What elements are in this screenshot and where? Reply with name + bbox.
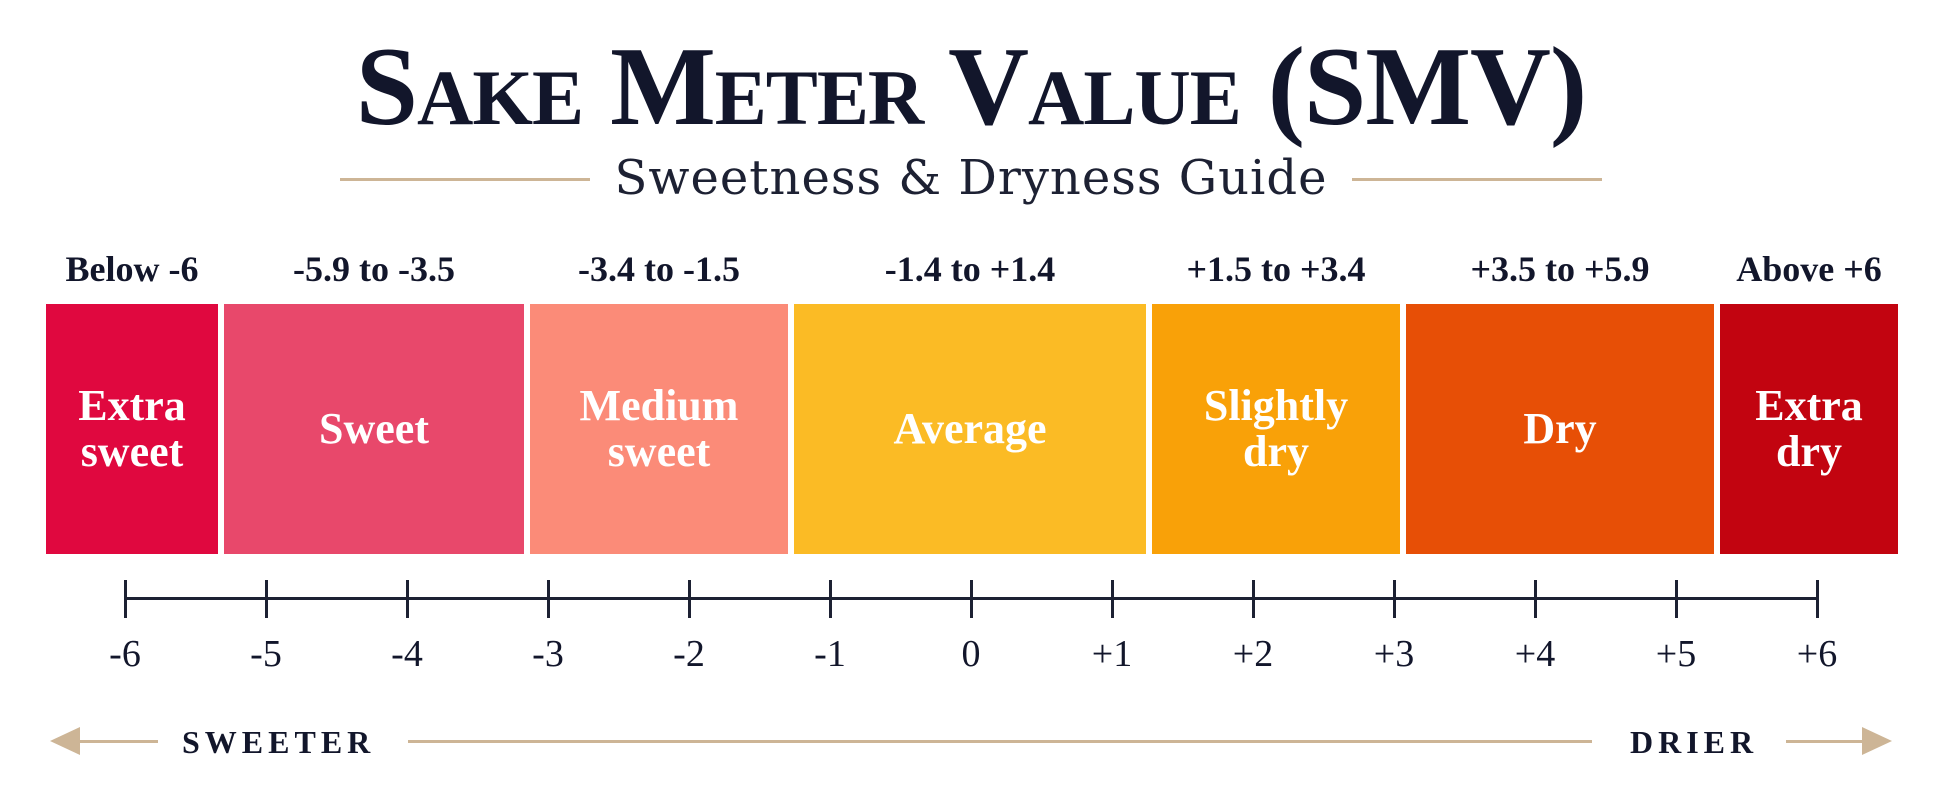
scale-tick-label: +2: [1232, 633, 1274, 675]
subtitle-rule-right: [1352, 178, 1602, 181]
arrow-right-icon: [1862, 727, 1892, 755]
scale-tick: [1252, 580, 1255, 618]
direction-line-right: [1786, 740, 1866, 743]
band-name-extra-sweet: Extra sweet: [78, 381, 186, 476]
scale-tick: [1393, 580, 1396, 618]
range-label-sweet: -5.9 to -3.5: [293, 249, 455, 289]
smv-bands: Extra sweet Sweet Medium sweet Average S…: [0, 304, 1942, 554]
scale-tick: [970, 580, 973, 618]
scale-tick-label: +4: [1514, 633, 1556, 675]
direction-line-left: [76, 740, 158, 743]
scale-tick: [124, 580, 127, 618]
subtitle-rule-left: [340, 178, 590, 181]
range-labels: Below -6 -5.9 to -3.5 -3.4 to -1.5 -1.4 …: [0, 244, 1942, 294]
subtitle-row: Sweetness & Dryness Guide: [0, 148, 1942, 208]
scale-tick: [1534, 580, 1537, 618]
scale-tick: [829, 580, 832, 618]
band-slightly-dry: Slightly dry: [1152, 304, 1400, 554]
range-label-average: -1.4 to +1.4: [884, 249, 1056, 289]
scale-tick: [547, 580, 550, 618]
band-extra-sweet: Extra sweet: [46, 304, 218, 554]
scale-tick-label: -1: [814, 633, 846, 675]
range-label-dry: +3.5 to +5.9: [1470, 249, 1650, 289]
sweeter-label: SWEETER: [182, 724, 376, 760]
scale-tick: [688, 580, 691, 618]
band-name-average: Average: [893, 404, 1047, 453]
scale-tick-label: -6: [109, 633, 141, 675]
scale-tick-label: +6: [1796, 633, 1838, 675]
drier-label: DRIER: [1630, 724, 1759, 760]
scale-tick: [265, 580, 268, 618]
arrow-left-icon: [50, 727, 80, 755]
band-name-slightly-dry: Slightly dry: [1203, 381, 1349, 476]
scale-tick: [1111, 580, 1114, 618]
band-average: Average: [794, 304, 1146, 554]
page-title: Sake Meter Value (SMV): [355, 25, 1587, 149]
range-label-slightly-dry: +1.5 to +3.4: [1186, 249, 1366, 289]
band-name-medium-sweet: Medium sweet: [579, 381, 739, 476]
direction-line-center: [408, 740, 1592, 743]
band-name-extra-dry: Extra dry: [1755, 381, 1863, 476]
scale-tick-label: -4: [391, 633, 423, 675]
scale-tick-label: +1: [1091, 633, 1133, 675]
range-label-extra-dry: Above +6: [1736, 249, 1882, 289]
band-name-dry: Dry: [1523, 404, 1597, 453]
band-sweet: Sweet: [224, 304, 524, 554]
scale-tick-label: -5: [250, 633, 282, 675]
scale-tick-label: +5: [1655, 633, 1697, 675]
page-subtitle: Sweetness & Dryness Guide: [614, 150, 1328, 206]
smv-scale: -6 -5 -4 -3 -2 -1 0 +1 +2 +3 +4 +5 +6: [0, 570, 1942, 680]
scale-tick: [1675, 580, 1678, 618]
band-medium-sweet: Medium sweet: [530, 304, 788, 554]
band-extra-dry: Extra dry: [1720, 304, 1898, 554]
scale-tick-label: 0: [961, 633, 981, 675]
band-name-sweet: Sweet: [319, 404, 429, 453]
direction-indicator: SWEETER DRIER: [0, 716, 1942, 766]
range-label-extra-sweet: Below -6: [65, 249, 199, 289]
scale-tick-label: -2: [673, 633, 705, 675]
scale-tick: [1816, 580, 1819, 618]
band-dry: Dry: [1406, 304, 1714, 554]
range-label-medium-sweet: -3.4 to -1.5: [578, 249, 740, 289]
scale-tick-label: -3: [532, 633, 564, 675]
scale-tick-label: +3: [1373, 633, 1415, 675]
scale-tick: [406, 580, 409, 618]
